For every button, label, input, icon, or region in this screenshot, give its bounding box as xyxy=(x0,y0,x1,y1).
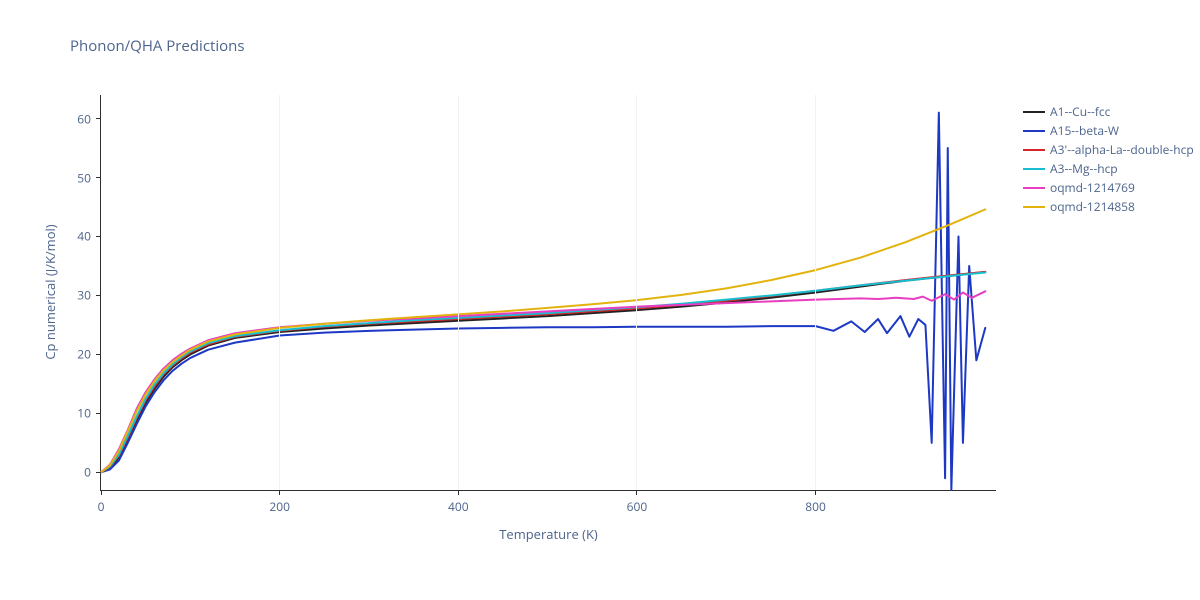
legend-label: A3'--alpha-La--double-hcp xyxy=(1050,141,1194,158)
legend-item[interactable]: A15--beta-W xyxy=(1023,121,1194,140)
series-line[interactable] xyxy=(101,113,985,490)
gridline-vertical xyxy=(815,95,816,490)
series-line[interactable] xyxy=(101,272,985,472)
legend-swatch xyxy=(1023,206,1045,208)
legend-item[interactable]: oqmd-1214769 xyxy=(1023,178,1194,197)
series-line[interactable] xyxy=(101,272,985,472)
chart-title: Phonon/QHA Predictions xyxy=(70,36,245,56)
legend: A1--Cu--fcc A15--beta-W A3'--alpha-La--dou… xyxy=(1023,102,1194,216)
legend-label: A15--beta-W xyxy=(1050,122,1119,139)
legend-label: oqmd-1214858 xyxy=(1050,198,1135,215)
legend-label: A3--Mg--hcp xyxy=(1050,160,1118,177)
legend-item[interactable]: A3'--alpha-La--double-hcp xyxy=(1023,140,1194,159)
y-tick-label: 60 xyxy=(77,110,91,127)
chart-container: Phonon/QHA Predictions Cp numerical (J/K… xyxy=(0,0,1200,600)
y-tick-mark xyxy=(96,236,101,237)
series-line[interactable] xyxy=(101,291,985,472)
x-tick-label: 800 xyxy=(805,498,826,515)
y-tick-mark xyxy=(96,413,101,414)
gridline-vertical xyxy=(279,95,280,490)
y-tick-mark xyxy=(96,295,101,296)
y-tick-label: 40 xyxy=(77,228,91,245)
gridline-vertical xyxy=(458,95,459,490)
x-tick-label: 400 xyxy=(448,498,469,515)
plot-area[interactable]: Cp numerical (J/K/mol) Temperature (K) 0… xyxy=(100,95,996,491)
legend-swatch xyxy=(1023,168,1045,170)
x-tick-mark xyxy=(279,490,280,495)
x-tick-label: 600 xyxy=(627,498,648,515)
legend-item[interactable]: A1--Cu--fcc xyxy=(1023,102,1194,121)
y-tick-mark xyxy=(96,354,101,355)
legend-label: A1--Cu--fcc xyxy=(1050,103,1110,120)
y-tick-mark xyxy=(96,177,101,178)
legend-swatch xyxy=(1023,149,1045,151)
x-axis-label: Temperature (K) xyxy=(101,525,996,543)
series-line[interactable] xyxy=(101,272,985,472)
x-tick-mark xyxy=(636,490,637,495)
y-tick-label: 20 xyxy=(77,346,91,363)
legend-swatch xyxy=(1023,187,1045,189)
x-tick-mark xyxy=(458,490,459,495)
x-tick-mark xyxy=(815,490,816,495)
y-tick-label: 10 xyxy=(77,405,91,422)
x-tick-label: 0 xyxy=(98,498,105,515)
series-canvas xyxy=(101,95,996,490)
legend-swatch xyxy=(1023,111,1045,113)
legend-item[interactable]: A3--Mg--hcp xyxy=(1023,159,1194,178)
y-tick-label: 50 xyxy=(77,169,91,186)
legend-item[interactable]: oqmd-1214858 xyxy=(1023,197,1194,216)
series-line[interactable] xyxy=(101,209,985,472)
legend-label: oqmd-1214769 xyxy=(1050,179,1135,196)
x-tick-mark xyxy=(101,490,102,495)
gridline-vertical xyxy=(636,95,637,490)
y-tick-mark xyxy=(96,118,101,119)
y-tick-label: 30 xyxy=(77,287,91,304)
legend-swatch xyxy=(1023,130,1045,132)
y-tick-mark xyxy=(96,472,101,473)
x-tick-label: 200 xyxy=(269,498,290,515)
y-tick-label: 0 xyxy=(84,464,91,481)
